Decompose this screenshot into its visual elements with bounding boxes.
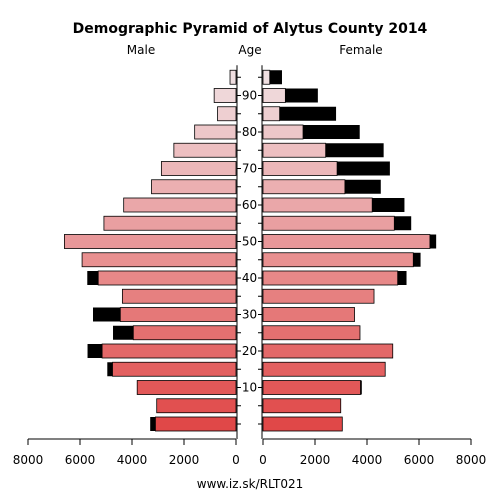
female-excess-bar — [413, 252, 421, 267]
male-bar — [101, 343, 237, 359]
axes-group: 10 20 30 40 50 60 70 80 90 8000 6000 4000 2000 0 0 2000… — [13, 65, 487, 467]
age-label: Age — [238, 43, 261, 57]
male-x-tick-label: 2000 — [169, 453, 200, 467]
male-bar — [160, 161, 237, 176]
female-bar — [262, 416, 343, 432]
male-excess-bar — [113, 325, 134, 340]
age-tick-label: 10 — [242, 381, 257, 395]
age-tick-label: 70 — [242, 162, 257, 176]
female-excess-bar — [344, 179, 381, 194]
male-bar — [112, 361, 237, 377]
male-x-tick-label: 6000 — [65, 453, 96, 467]
chart-title: Demographic Pyramid of Alytus County 201… — [73, 21, 428, 37]
female-x-tick-label: 2000 — [300, 453, 331, 467]
male-x-tick-label: 8000 — [13, 453, 44, 467]
female-bar — [262, 124, 304, 140]
female-x-tick-label: 0 — [259, 453, 267, 467]
male-bar — [217, 106, 237, 122]
bars-group — [64, 69, 437, 432]
age-tick-label: 80 — [242, 125, 257, 139]
female-excess-bar — [337, 161, 390, 176]
male-label: Male — [127, 43, 155, 57]
female-bar — [262, 270, 399, 286]
female-excess-bar — [303, 125, 360, 139]
male-bar — [123, 197, 237, 213]
female-bar — [262, 361, 386, 377]
male-bar — [81, 252, 237, 268]
male-bar — [213, 88, 237, 103]
female-bar — [262, 142, 327, 158]
female-x-tick-label: 4000 — [352, 453, 383, 467]
male-x-tick-label: 0 — [232, 453, 240, 467]
female-bar — [262, 197, 373, 213]
female-bar — [262, 215, 395, 231]
female-bar — [262, 380, 361, 395]
female-x-tick-label: 8000 — [456, 453, 487, 467]
female-bar — [262, 179, 346, 195]
female-bar — [262, 398, 342, 414]
male-excess-bar — [87, 271, 99, 285]
male-x-tick-label: 4000 — [117, 453, 148, 467]
female-bar — [262, 307, 355, 322]
female-bar — [262, 288, 375, 304]
male-excess-bar — [93, 307, 121, 322]
female-label: Female — [339, 43, 382, 57]
male-bar — [151, 179, 237, 195]
age-tick-label: 90 — [242, 89, 257, 103]
male-bar — [119, 307, 237, 322]
female-excess-bar — [429, 234, 437, 249]
female-x-tick-label: 6000 — [404, 453, 435, 467]
male-bar — [173, 142, 237, 158]
female-excess-bar — [279, 106, 337, 121]
male-bar — [136, 380, 237, 395]
female-bar — [262, 325, 361, 341]
female-bar — [262, 69, 271, 85]
male-bar — [156, 398, 237, 414]
male-bar — [121, 288, 237, 304]
male-excess-bar — [150, 417, 156, 431]
footer-url: www.iz.sk/RLT021 — [197, 477, 303, 491]
female-excess-bar — [394, 216, 412, 231]
female-bar — [262, 161, 338, 176]
male-excess-bar — [107, 362, 113, 377]
male-bar — [97, 270, 237, 286]
female-excess-bar — [325, 143, 384, 158]
male-bar — [132, 325, 237, 341]
male-bar — [154, 416, 237, 432]
female-excess-bar — [360, 380, 362, 395]
female-bar — [262, 252, 414, 268]
age-tick-label: 30 — [242, 308, 257, 322]
age-tick-label: 50 — [242, 235, 257, 249]
female-bar — [262, 88, 286, 103]
female-bar — [262, 106, 281, 122]
age-tick-label: 60 — [242, 198, 257, 212]
age-tick-label: 20 — [242, 344, 257, 358]
female-bar — [262, 234, 431, 249]
female-excess-bar — [269, 70, 282, 85]
male-bar — [194, 124, 237, 140]
male-bar — [64, 234, 237, 249]
male-bar — [229, 69, 237, 85]
male-excess-bar — [87, 344, 103, 358]
age-tick-label: 40 — [242, 271, 257, 285]
male-bar — [103, 215, 237, 231]
female-excess-bar — [285, 88, 318, 103]
female-excess-bar — [397, 271, 407, 285]
female-bar — [262, 343, 394, 359]
female-excess-bar — [372, 198, 405, 212]
